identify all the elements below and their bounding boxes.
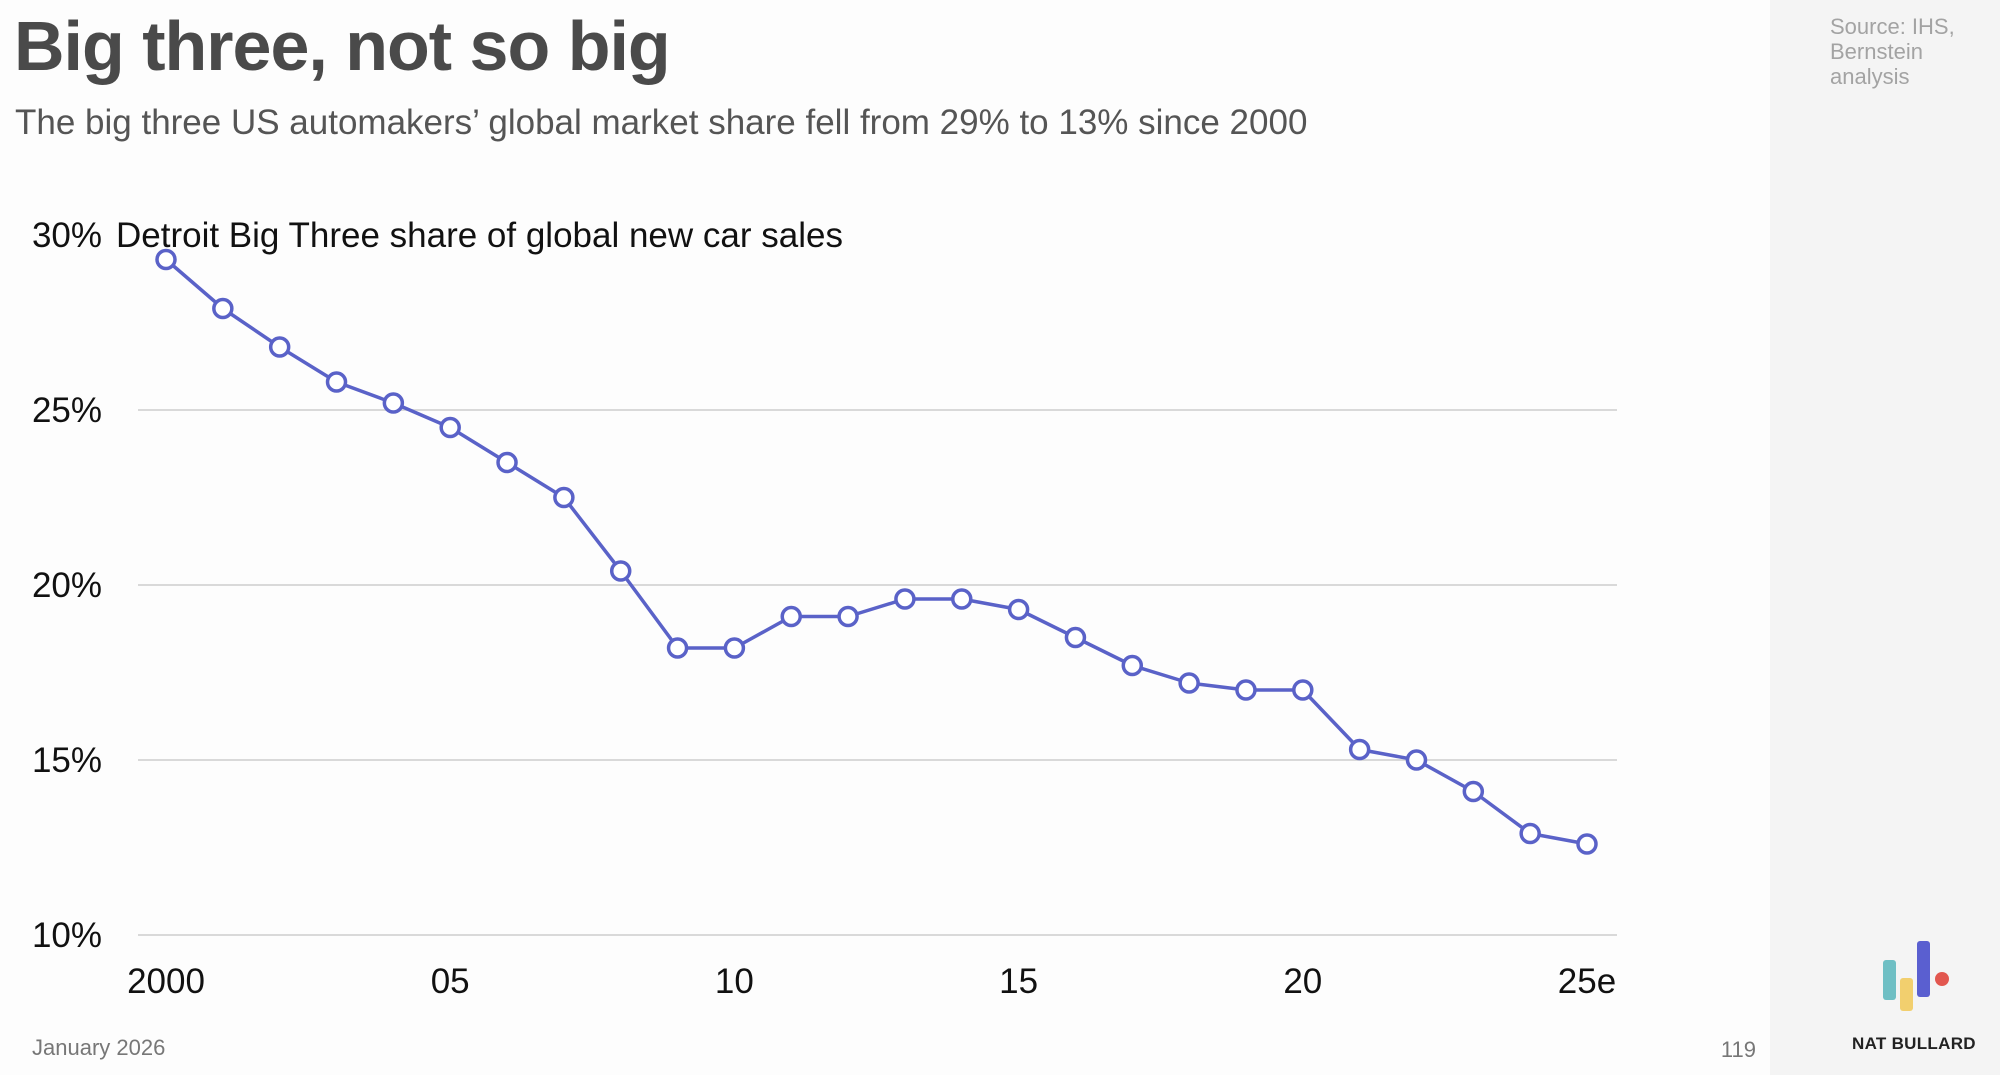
y-tick-label: 15% (32, 741, 102, 780)
data-point-2008 (609, 560, 632, 582)
data-point-2000 (155, 248, 177, 271)
page-number: 119 (1720, 1037, 1756, 1062)
data-point-2016 (1064, 626, 1087, 649)
data-point-2017 (1121, 654, 1144, 677)
data-point-2011 (780, 605, 802, 628)
slide-main: Big three, not so big The big three US a… (14, 7, 1756, 1062)
gridlines (138, 409, 1617, 936)
data-point-2005 (439, 416, 461, 439)
series-group (155, 248, 1598, 855)
data-point-2022 (1405, 749, 1428, 771)
data-point-2003 (325, 371, 348, 393)
x-axis-labels: 2000 05 10 15 20 25e (127, 962, 1616, 1001)
logo-bar-teal (1883, 960, 1896, 1000)
data-point-2024 (1519, 822, 1541, 845)
logo-dot-red (1935, 972, 1949, 986)
footer-date: January 2026 (32, 1035, 166, 1060)
source-note: Source: IHS, Bernstein analysis (1830, 14, 1955, 89)
logo-bar-indigo (1917, 941, 1930, 997)
y-tick-label: 10% (32, 916, 102, 955)
data-point-2013 (894, 588, 916, 610)
page-subtitle: The big three US automakers’ global mark… (15, 103, 1308, 142)
x-tick-label: 15 (999, 962, 1038, 1001)
x-tick-label: 2000 (127, 962, 205, 1001)
data-point-2014 (951, 588, 973, 610)
x-tick-label: 05 (431, 962, 470, 1001)
data-point-2012 (837, 605, 859, 628)
logo-bar-yellow (1900, 978, 1913, 1011)
data-point-2002 (268, 336, 291, 358)
data-point-2001 (212, 297, 234, 320)
x-tick-label: 25e (1558, 962, 1616, 1001)
data-point-2018 (1178, 672, 1200, 694)
data-point-2019 (1235, 679, 1257, 701)
data-point-2006 (496, 451, 518, 474)
data-point-2021 (1348, 738, 1371, 761)
chart-title: Detroit Big Three share of global new ca… (116, 216, 843, 255)
data-point-2010 (723, 637, 746, 659)
y-tick-label: 30% (32, 216, 102, 255)
brand-logo-icon (1883, 941, 1949, 1011)
data-point-2007 (553, 486, 575, 509)
series-line (164, 258, 1588, 846)
line-chart: 10% 15% 20% 25% 30% Detroit Big Three share … (32, 216, 1617, 1001)
page-title: Big three, not so big (14, 7, 671, 85)
y-axis-labels: 10% 15% 20% 25% 30% (32, 216, 102, 955)
x-tick-label: 20 (1283, 962, 1322, 1001)
brand-name: NAT BULLARD (1852, 1034, 1976, 1053)
data-point-2015 (1007, 598, 1030, 621)
data-point-2023 (1462, 780, 1485, 803)
data-point-2009 (666, 637, 689, 659)
y-tick-label: 20% (32, 566, 102, 605)
data-point-2004 (382, 392, 405, 414)
x-tick-label: 10 (715, 962, 754, 1001)
side-panel: Source: IHS, Bernstein analysis (1770, 0, 2000, 1075)
data-point-2025 (1576, 833, 1598, 855)
y-tick-label: 25% (32, 391, 102, 430)
data-point-2020 (1292, 679, 1314, 701)
